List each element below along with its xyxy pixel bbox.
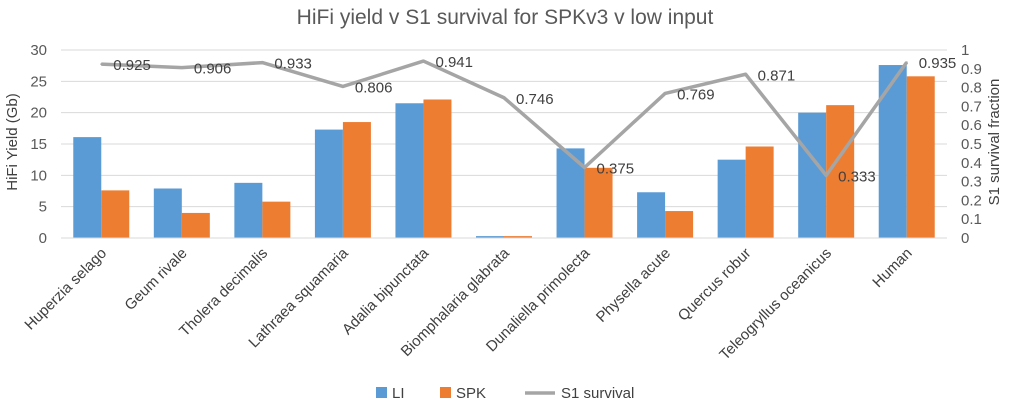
data-label: 0.935 [919,55,957,72]
y-tick-left: 25 [30,73,47,90]
data-label: 0.375 [597,161,635,178]
data-label: 0.871 [758,67,796,84]
line-point [261,61,264,64]
x-tick-label: Adalia bipunctata [339,244,433,338]
chart-title: HiFi yield v S1 survival for SPKv3 v low… [297,6,714,29]
line-point [583,166,586,169]
x-tick-label: Tholera decimalis [176,245,271,340]
data-label: 0.933 [274,56,312,73]
bar-spk [423,99,452,238]
data-label: 0.746 [516,91,554,108]
legend-swatch [376,387,387,398]
y-tick-left: 30 [30,42,47,59]
legend-swatch [440,387,451,398]
legend: LI SPK S1 survival [376,385,634,402]
data-label: 0.333 [838,168,876,185]
y-tick-left: 10 [30,167,47,184]
line-point [744,73,747,76]
y-tick-right: 0.4 [961,155,982,172]
data-label: 0.906 [194,61,232,78]
bar-spk [584,167,613,238]
bar-li [717,159,746,238]
line-point [905,61,908,64]
bar-spk [101,190,130,238]
data-label: 0.925 [113,57,151,74]
y-tick-left: 15 [30,136,47,153]
x-tick-label: Physella acute [593,245,674,326]
y-tick-right: 0.6 [961,117,982,134]
y-tick-right: 0 [961,230,969,247]
x-tick-label: Quercus robur [675,245,755,325]
bar-li [314,129,343,238]
line-point [422,60,425,63]
y-tick-left: 5 [39,199,47,216]
bar-spk [665,211,694,238]
x-tick-label: Geum rivale [121,245,190,314]
y-tick-right: 0.1 [961,211,982,228]
line-point [825,174,828,177]
bar-spk [342,122,371,238]
legend-label: LI [392,385,405,402]
bar-spk [504,236,532,238]
bar-li [637,192,666,238]
bar-spk [181,212,210,238]
y-tick-left: 0 [39,230,47,247]
bar-li [395,103,424,239]
bar-li [73,137,102,238]
bar-li [153,188,182,238]
line-point [664,92,667,95]
line-point [180,66,183,69]
y-tick-right: 0.5 [961,136,982,153]
y-tick-left: 20 [30,105,47,122]
legend-label: SPK [456,385,486,402]
bar-li [878,65,907,238]
x-tick-label: Human [869,245,915,291]
bar-spk [906,76,935,238]
y-tick-right: 0.3 [961,174,982,191]
data-label: 0.941 [435,54,473,71]
data-labels: 0.925 0.906 0.933 0.806 0.941 0.746 0.375 0.769… [113,54,956,185]
y-tick-right: 0.8 [961,80,982,97]
line-point [100,63,103,66]
y-tick-right: 0.2 [961,192,982,209]
bar-li [798,112,827,238]
y-tick-right: 0.9 [961,61,982,78]
x-tick-label: Huperzia selago [21,245,110,334]
y-axis-right-title: S1 survival fraction [986,79,1003,206]
data-label: 0.769 [677,86,715,103]
y-tick-right: 1 [961,42,969,59]
legend-label: S1 survival [561,385,634,402]
data-label: 0.806 [355,79,393,96]
bar-li [476,236,504,238]
bar-spk [745,146,774,238]
line-point [341,85,344,88]
survival-line [100,59,909,178]
bar-li [234,182,263,238]
bar-spk [262,201,291,238]
y-axis-left-title: HiFi Yield (Gb) [4,93,21,191]
y-tick-right: 0.7 [961,98,982,115]
line-point [503,96,505,99]
